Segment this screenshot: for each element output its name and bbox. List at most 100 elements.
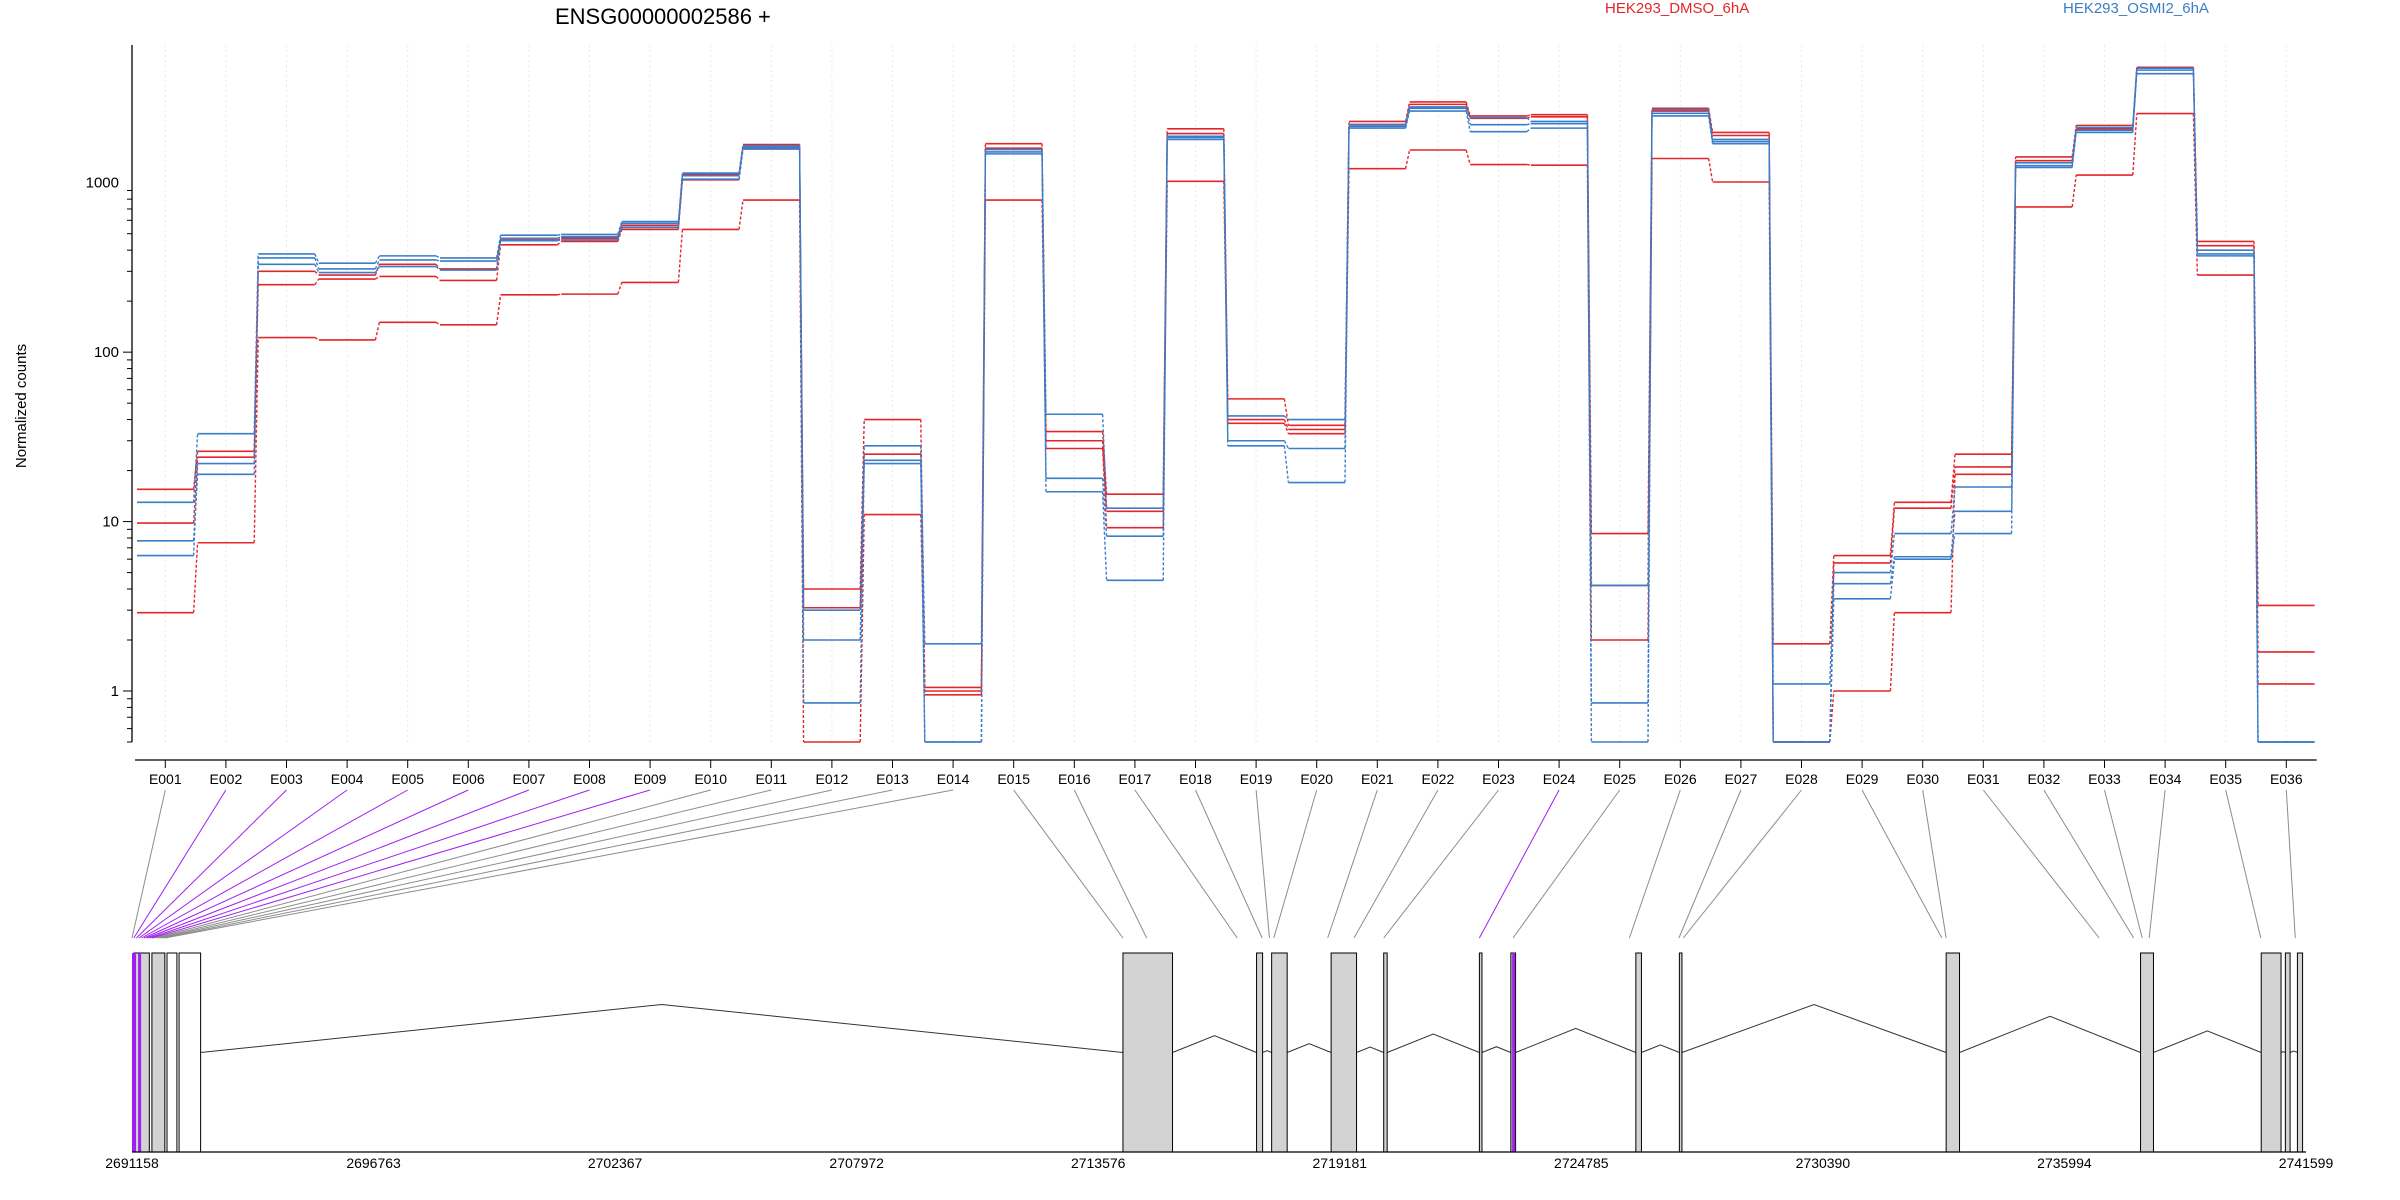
exon-box [133, 952, 150, 1153]
bin-transition [2010, 167, 2017, 534]
exon-bin-label: E020 [1300, 771, 1333, 787]
bin-connector [133, 789, 227, 939]
exon-bin-label: E029 [1846, 771, 1879, 787]
highlighted-bin [138, 953, 142, 1152]
exon-bin-label: E008 [573, 771, 606, 787]
intron-line [1681, 1003, 1947, 1053]
bin-connector [1922, 789, 1947, 939]
exon-box [1383, 952, 1388, 1153]
bin-transition [738, 148, 744, 180]
bin-transition [2253, 253, 2259, 743]
bin-transition [1223, 139, 1229, 446]
bin-transition [556, 236, 562, 239]
exon-box [1271, 952, 1288, 1153]
series-line [137, 112, 2315, 743]
bin-transition [1829, 690, 1835, 743]
bin-connector [2043, 789, 2135, 939]
exon-bin-label: E035 [2209, 771, 2242, 787]
bin-transition [253, 264, 259, 464]
exon-bin-label: E028 [1785, 771, 1818, 787]
exon-bin-label: E007 [513, 771, 546, 787]
bin-connector [1682, 789, 1802, 939]
bin-transition [1586, 128, 1593, 743]
bin-transition [1344, 128, 1350, 483]
bin-connector [1353, 789, 1439, 939]
intron-line [2153, 1030, 2262, 1053]
bin-transition [1101, 448, 1108, 528]
coord-tick-label: 2724785 [1554, 1155, 1609, 1171]
bin-transition [617, 221, 623, 235]
bin-connector [1195, 789, 1263, 939]
bin-transition [1950, 454, 1956, 503]
bin-transition [1889, 533, 1896, 573]
intron-line [1959, 1015, 2141, 1053]
exon-bin-label: E025 [1603, 771, 1636, 787]
bin-transition [435, 263, 441, 270]
bin-transition [1707, 158, 1714, 183]
bin-connector [1861, 789, 1943, 939]
bin-transition [374, 322, 381, 341]
bin-transition [1889, 612, 1896, 692]
bin-transition [192, 463, 199, 556]
bin-transition [1889, 502, 1896, 556]
exon-bin-label: E002 [210, 771, 243, 787]
bin-transition [556, 237, 562, 241]
bin-transition [1404, 101, 1411, 122]
intron-line [2280, 1051, 2286, 1053]
bin-transition [1889, 508, 1896, 563]
coord-tick-label: 2691158 [105, 1155, 159, 1171]
exon-box [2284, 952, 2291, 1153]
bin-connector [1327, 789, 1378, 939]
bin-transition [980, 153, 987, 743]
y-tick-label: 1 [111, 683, 119, 700]
series-layer [137, 66, 2315, 743]
coord-tick-label: 2702367 [588, 1155, 643, 1171]
bin-transition [1950, 486, 1956, 534]
bin-transition [435, 259, 441, 262]
bin-transition [1950, 466, 1956, 509]
bin-transition [738, 199, 744, 230]
bin-connector [1628, 789, 1681, 939]
exon-bin-label: E012 [816, 771, 849, 787]
bin-transition [1526, 117, 1532, 122]
bin-transition [495, 238, 502, 262]
genomic-coordinate-axis: 2691158 2696763 2702367 2707972 2713576 27191… [105, 1151, 2333, 1171]
exon-box [151, 952, 166, 1153]
bin-transition [1162, 139, 1168, 581]
exon-bin-label: E018 [1179, 771, 1212, 787]
bin-connector [154, 789, 711, 939]
y-axis: 1 10 100 1000 [86, 45, 133, 743]
bin-transition [859, 514, 865, 743]
exon-box [1256, 952, 1264, 1153]
coord-tick-label: 2696763 [346, 1155, 401, 1171]
bin-transition [375, 275, 380, 280]
bin-transition [314, 257, 320, 270]
bin-transition [2253, 255, 2259, 743]
bin-transition [374, 259, 381, 270]
series-line [137, 66, 2315, 689]
bin-transition [557, 239, 562, 242]
bin-transition [374, 255, 381, 264]
exon-bin-label: E013 [876, 771, 909, 787]
bin-connector [149, 789, 590, 939]
bin-transition [435, 321, 441, 326]
exon-bin-label: E034 [2149, 771, 2182, 787]
bin-connector [131, 789, 166, 939]
intron-line [1641, 1044, 1680, 1053]
exon-box [166, 952, 178, 1153]
bin-connector [1273, 789, 1318, 939]
bin-connector [164, 789, 954, 939]
exon-bin-label: E014 [937, 771, 970, 787]
exon-box [1122, 952, 1174, 1153]
intron-line [1286, 1043, 1332, 1053]
bin-transition [1404, 110, 1411, 129]
bin-transition [253, 337, 259, 543]
bin-transition [314, 336, 320, 341]
bin-transition [1283, 419, 1290, 430]
exon-bin-label: E006 [452, 771, 485, 787]
bin-connector [2225, 789, 2262, 939]
exon-bin-label: E015 [997, 771, 1030, 787]
bin-transition [1283, 440, 1290, 449]
exon-bin-label: E021 [1361, 771, 1394, 787]
bin-connector [1512, 789, 1621, 939]
